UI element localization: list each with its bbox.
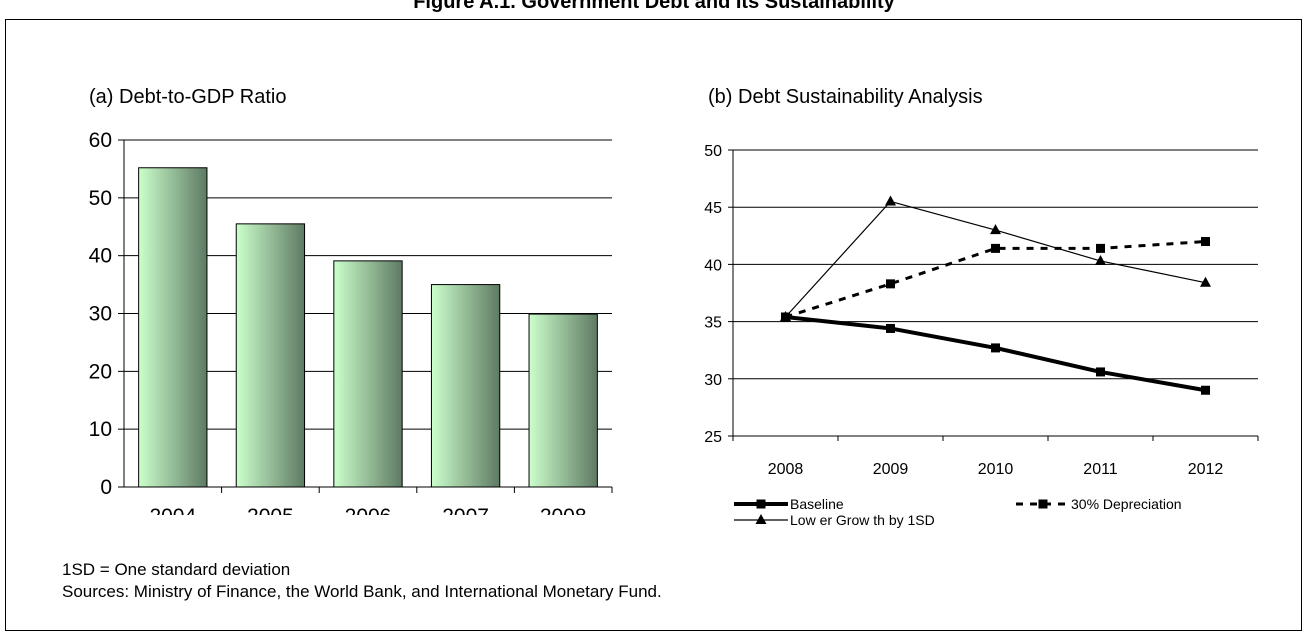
x-tick-label: 2009 [873,461,909,478]
x-tick-label: 2007 [442,505,489,515]
bar [333,260,403,488]
data-point [886,279,895,289]
data-point [1201,385,1210,395]
series-line [785,240,1206,319]
y-tick-label: 20 [89,360,112,383]
x-tick-label: 2011 [1083,461,1118,478]
y-tick-label: 40 [704,257,722,274]
bar [528,313,598,488]
data-point [991,243,1000,253]
figure-title: Figure A.1. Government Debt and Its Sust… [413,0,895,13]
y-tick-label: 50 [704,143,722,160]
x-tick-label: 2006 [345,505,392,515]
data-point [1200,276,1211,287]
figure-frame [5,19,1302,631]
bar [235,223,306,488]
x-tick-label: 2010 [978,461,1014,478]
x-tick-label: 2008 [540,505,587,515]
y-tick-label: 0 [100,476,112,499]
y-tick-label: 30 [89,303,112,326]
data-point [1096,243,1105,253]
y-tick-label: 30 [704,372,722,389]
legend-label: Low er Grow th by 1SD [790,512,935,528]
panel-b-title: (b) Debt Sustainability Analysis [708,86,983,108]
legend-marker [755,514,767,524]
y-tick-label: 25 [704,429,722,446]
panel-a-title: (a) Debt-to-GDP Ratio [89,86,287,108]
data-point [1201,237,1210,247]
x-tick-label: 2012 [1188,461,1224,478]
x-tick-label: 2005 [247,505,294,515]
data-point [886,323,895,333]
y-tick-label: 50 [89,187,112,210]
data-point [885,195,896,206]
data-point [991,343,1000,353]
legend-label: Baseline [790,496,844,512]
sources-note: Sources: Ministry of Finance, the World … [62,582,662,601]
data-point [1095,254,1106,265]
y-tick-label: 10 [89,418,112,441]
debt-sustainability-line-chart: 25 30 35 40 45 50 2008 2009 2010 2011 2012 Baseline… [704,143,1259,528]
bar [138,167,208,488]
legend-marker [1038,499,1048,509]
x-tick-label: 2004 [149,505,196,515]
legend-marker [756,499,766,509]
legend-label: 30% Depreciation [1071,496,1182,512]
data-point [1096,367,1105,377]
series-line [785,200,1206,318]
data-point [990,224,1001,235]
bar [430,284,501,488]
y-tick-label: 35 [704,315,722,332]
y-tick-label: 45 [704,200,722,217]
y-tick-label: 40 [89,245,112,268]
debt-to-gdp-bar-chart: 0 10 20 30 40 50 60 2004 2005 2006 2007 2008 [89,130,613,515]
data-point [780,311,791,322]
footnote: 1SD = One standard deviation [62,560,291,579]
x-tick-label: 2008 [768,461,804,478]
y-tick-label: 60 [89,130,112,152]
